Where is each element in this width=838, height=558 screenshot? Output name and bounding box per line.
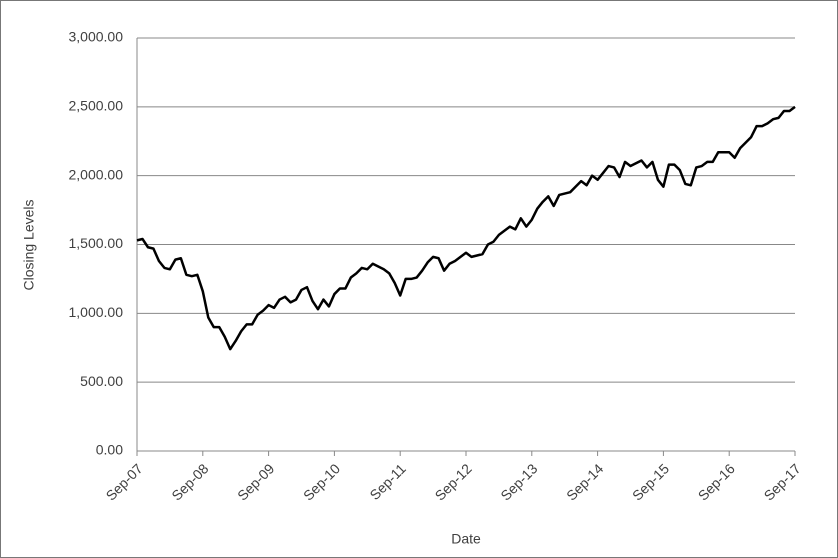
- y-tick-label: 0.00: [96, 442, 123, 458]
- y-tick-label: 2,000.00: [69, 166, 124, 182]
- y-tick-label: 1,000.00: [69, 304, 124, 320]
- y-axis-label: Closing Levels: [21, 199, 37, 290]
- x-axis-label: Date: [451, 531, 481, 547]
- y-tick-label: 1,500.00: [69, 235, 124, 251]
- y-tick-label: 3,000.00: [69, 29, 124, 45]
- y-tick-label: 500.00: [80, 373, 123, 389]
- line-series: [136, 105, 796, 351]
- y-tick-label: 2,500.00: [69, 98, 124, 114]
